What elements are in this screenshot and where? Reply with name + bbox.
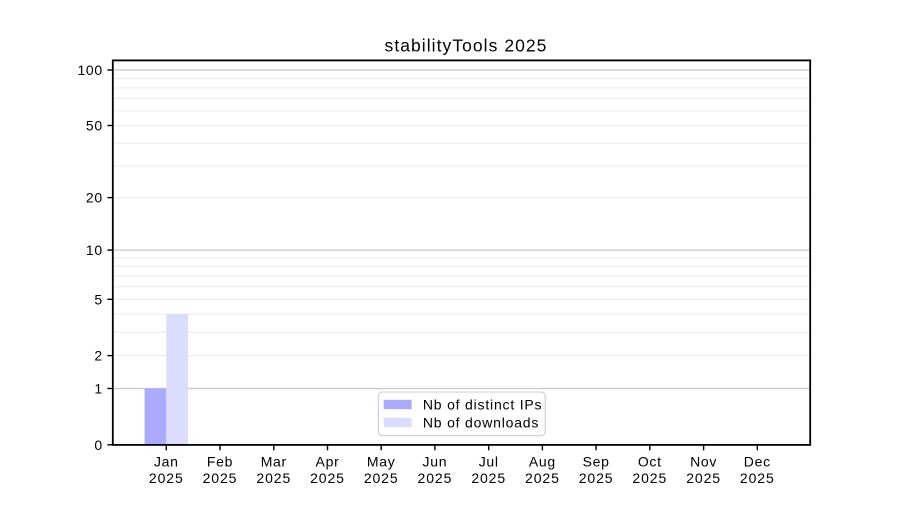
svg-text:Oct: Oct — [638, 453, 662, 469]
svg-text:Jun: Jun — [423, 453, 448, 469]
svg-text:2: 2 — [94, 348, 102, 364]
svg-text:10: 10 — [86, 242, 103, 258]
svg-text:Feb: Feb — [207, 453, 233, 469]
svg-text:2025: 2025 — [418, 470, 453, 486]
svg-text:2025: 2025 — [579, 470, 614, 486]
svg-text:Nov: Nov — [690, 453, 717, 469]
svg-text:2025: 2025 — [256, 470, 291, 486]
svg-text:5: 5 — [94, 291, 102, 307]
svg-text:2025: 2025 — [310, 470, 345, 486]
svg-text:Aug: Aug — [529, 453, 556, 469]
svg-text:2025: 2025 — [364, 470, 399, 486]
svg-text:stabilityTools 2025: stabilityTools 2025 — [385, 36, 548, 56]
svg-text:Apr: Apr — [316, 453, 340, 469]
svg-text:Nb of downloads: Nb of downloads — [423, 414, 539, 430]
svg-text:50: 50 — [86, 118, 103, 134]
svg-text:1: 1 — [94, 381, 102, 397]
svg-text:20: 20 — [86, 190, 103, 206]
svg-text:Mar: Mar — [261, 453, 287, 469]
svg-text:2025: 2025 — [686, 470, 721, 486]
svg-text:Sep: Sep — [583, 453, 610, 469]
svg-text:2025: 2025 — [632, 470, 667, 486]
svg-text:Jul: Jul — [479, 453, 499, 469]
svg-text:0: 0 — [94, 437, 102, 453]
svg-text:100: 100 — [77, 62, 102, 78]
svg-text:2025: 2025 — [525, 470, 560, 486]
svg-text:May: May — [367, 453, 396, 469]
svg-text:Jan: Jan — [154, 453, 179, 469]
svg-text:2025: 2025 — [740, 470, 775, 486]
svg-text:2025: 2025 — [471, 470, 506, 486]
svg-text:2025: 2025 — [203, 470, 238, 486]
svg-text:2025: 2025 — [149, 470, 184, 486]
svg-text:Dec: Dec — [744, 453, 771, 469]
svg-text:Nb of distinct IPs: Nb of distinct IPs — [423, 396, 542, 412]
